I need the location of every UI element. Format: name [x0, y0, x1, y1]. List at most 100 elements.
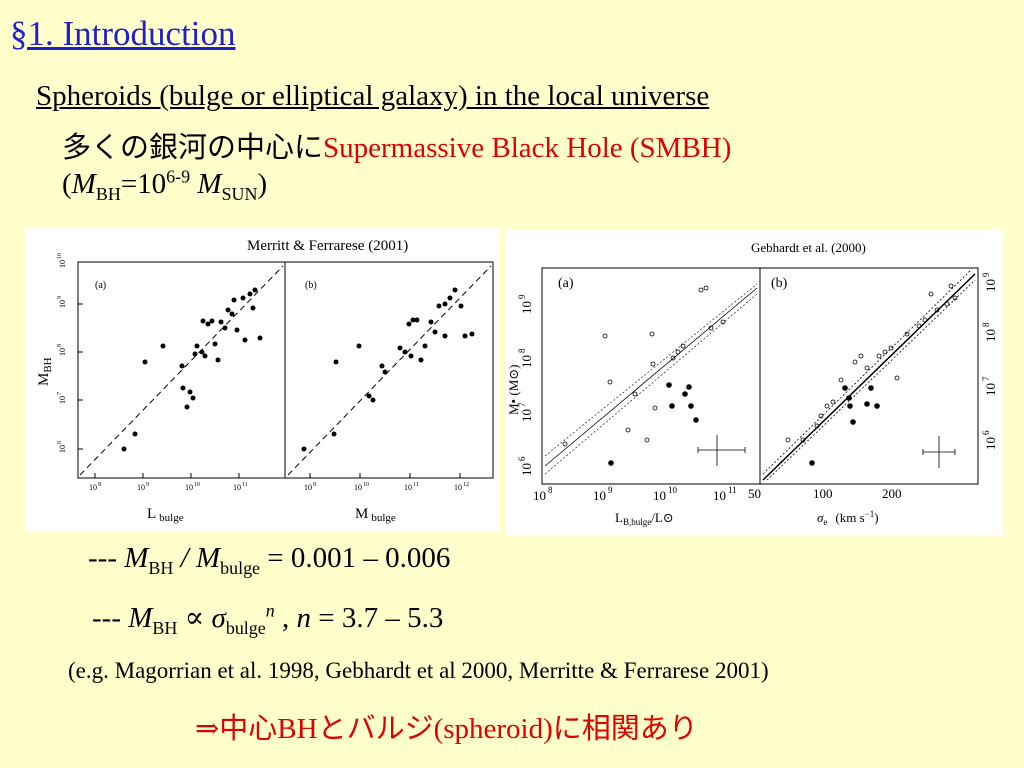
- mbh-eq: =10: [120, 168, 167, 200]
- svg-text:10: 10: [668, 485, 678, 495]
- equation-sigma-relation: --- MBH ∝ σbulgen , n = 3.7 – 5.3: [92, 600, 444, 638]
- svg-text:10: 10: [983, 383, 998, 396]
- mbh-sub: BH: [95, 183, 121, 204]
- figure1-tickmarks: [78, 303, 461, 478]
- figure1-ylabel-main: M: [36, 373, 52, 386]
- svg-text:10: 10: [58, 445, 67, 453]
- svg-text:10: 10: [653, 488, 666, 503]
- svg-text:11: 11: [242, 482, 248, 488]
- svg-text:10: 10: [58, 348, 67, 356]
- figure2-xlabel-b: σe (km s−1): [817, 509, 879, 527]
- svg-text:10: 10: [185, 483, 193, 492]
- figure1-caption: Merritt & Ferrarese (2001): [247, 238, 408, 254]
- figure1-ytick-1: 106: [57, 441, 67, 453]
- svg-text:10: 10: [58, 260, 67, 268]
- figure2-error-cross-a: [697, 435, 746, 466]
- figure2-fit-dotted-b2: [762, 269, 972, 475]
- svg-text:10: 10: [404, 483, 412, 492]
- figure2-open-points-a: [562, 285, 726, 447]
- figure1-points-b: [301, 287, 475, 452]
- svg-text:9: 9: [57, 296, 63, 299]
- figure1-ylabel: MBH: [36, 357, 54, 386]
- svg-text:9: 9: [146, 482, 149, 488]
- references: (e.g. Magorrian et al. 1998, Gebhardt et…: [68, 658, 769, 683]
- figure2-fit-dotted-a2: [544, 293, 758, 475]
- svg-text:11: 11: [413, 482, 419, 488]
- svg-text:9: 9: [517, 294, 527, 299]
- svg-text:200: 200: [882, 486, 902, 501]
- svg-text:12: 12: [463, 482, 469, 488]
- figure1-panel-a-label: (a): [95, 280, 106, 291]
- svg-text:10: 10: [354, 483, 362, 492]
- figure2-panel-a-frame: [541, 267, 761, 485]
- equation-mass-ratio: --- MBH / Mbulge = 0.001 – 0.006: [88, 542, 451, 578]
- svg-text:10: 10: [983, 279, 998, 292]
- svg-text:10: 10: [194, 482, 200, 488]
- figure2-error-cross-b: [922, 436, 956, 468]
- figure1-ytick-3: 108: [57, 344, 67, 356]
- svg-text:7: 7: [517, 402, 527, 407]
- figure2-open-points-b: [785, 283, 958, 443]
- svg-text:8: 8: [98, 482, 101, 488]
- figure2-xticks-a: 10 8 10 9 10 10 10 11: [533, 485, 737, 503]
- figure2-ylabel: M• (M⊙): [506, 365, 521, 415]
- svg-text:7: 7: [57, 392, 63, 395]
- svg-text:9: 9: [608, 485, 613, 495]
- svg-text:10: 10: [519, 463, 534, 476]
- mbh-exp: 6-9: [166, 166, 191, 187]
- figure-gebhardt: Gebhardt et al. (2000) (a) (b) M• (M⊙) 1…: [505, 230, 1003, 536]
- svg-text:6: 6: [57, 441, 63, 444]
- svg-text:10: 10: [363, 482, 369, 488]
- svg-text:9: 9: [981, 272, 991, 277]
- figure2-yticks-right: 10 6 10 7 10 8 10 9: [981, 272, 998, 450]
- mbh-close: ): [257, 168, 268, 200]
- figure2-xticks-b: 50 100 200: [748, 486, 902, 501]
- svg-text:11: 11: [728, 485, 737, 495]
- figure1-svg: Merritt & Ferrarese (2001) MBH (a) (b) 1…: [36, 238, 494, 524]
- slide-title: §1. Introduction: [10, 14, 236, 53]
- svg-text:10: 10: [58, 300, 67, 308]
- svg-text:10: 10: [519, 355, 534, 368]
- smbh-statement: 多くの銀河の中心にSupermassive Black Hole (SMBH): [62, 124, 731, 166]
- svg-text:8: 8: [548, 485, 553, 495]
- svg-text:10: 10: [593, 488, 606, 503]
- figure2-svg: Gebhardt et al. (2000) (a) (b) M• (M⊙) 1…: [506, 240, 998, 527]
- figure1-fit-line-b: [287, 265, 492, 476]
- svg-text:10: 10: [57, 253, 63, 259]
- figure1-fit-line-a: [79, 265, 284, 476]
- svg-text:50: 50: [748, 486, 761, 501]
- figure2-panel-b-label: (b): [771, 276, 788, 291]
- figure2-filled-points-b: [809, 385, 880, 466]
- figure2-fit-dotted-a1: [544, 283, 758, 457]
- figure1-panel-b-frame: [284, 261, 494, 479]
- svg-text:10: 10: [89, 483, 97, 492]
- figure2-fit-line-b: [762, 273, 976, 481]
- figure2-fit-line-a: [544, 287, 758, 467]
- svg-text:6: 6: [517, 456, 527, 461]
- svg-text:10: 10: [519, 409, 534, 422]
- svg-text:10: 10: [137, 483, 145, 492]
- svg-text:8: 8: [57, 344, 63, 347]
- mbh-open: (: [62, 168, 72, 200]
- svg-text:10: 10: [454, 483, 462, 492]
- figure2-fit-dotted-b1: [766, 279, 976, 481]
- svg-text:100: 100: [813, 486, 833, 501]
- figure1-xticks-b: 10 9 10 10 10 11 10 12: [304, 482, 469, 492]
- figure1-ytick-2: 107: [57, 392, 67, 404]
- figure1-ytick-4: 109: [57, 296, 67, 308]
- figure1-points-a: [121, 287, 263, 452]
- figure-merritt-ferrarese: Merritt & Ferrarese (2001) MBH (a) (b) 1…: [25, 228, 500, 532]
- msun-sub: SUN: [221, 183, 258, 204]
- svg-text:10: 10: [58, 396, 67, 404]
- svg-text:7: 7: [981, 376, 991, 381]
- svg-text:6: 6: [981, 430, 991, 435]
- svg-text:10: 10: [233, 483, 241, 492]
- smbh-statement-red: Supermassive Black Hole (SMBH): [323, 132, 732, 164]
- svg-text:8: 8: [517, 348, 527, 353]
- svg-text:8: 8: [981, 322, 991, 327]
- svg-text:10: 10: [983, 437, 998, 450]
- slide-subtitle: Spheroids (bulge or elliptical galaxy) i…: [36, 80, 710, 112]
